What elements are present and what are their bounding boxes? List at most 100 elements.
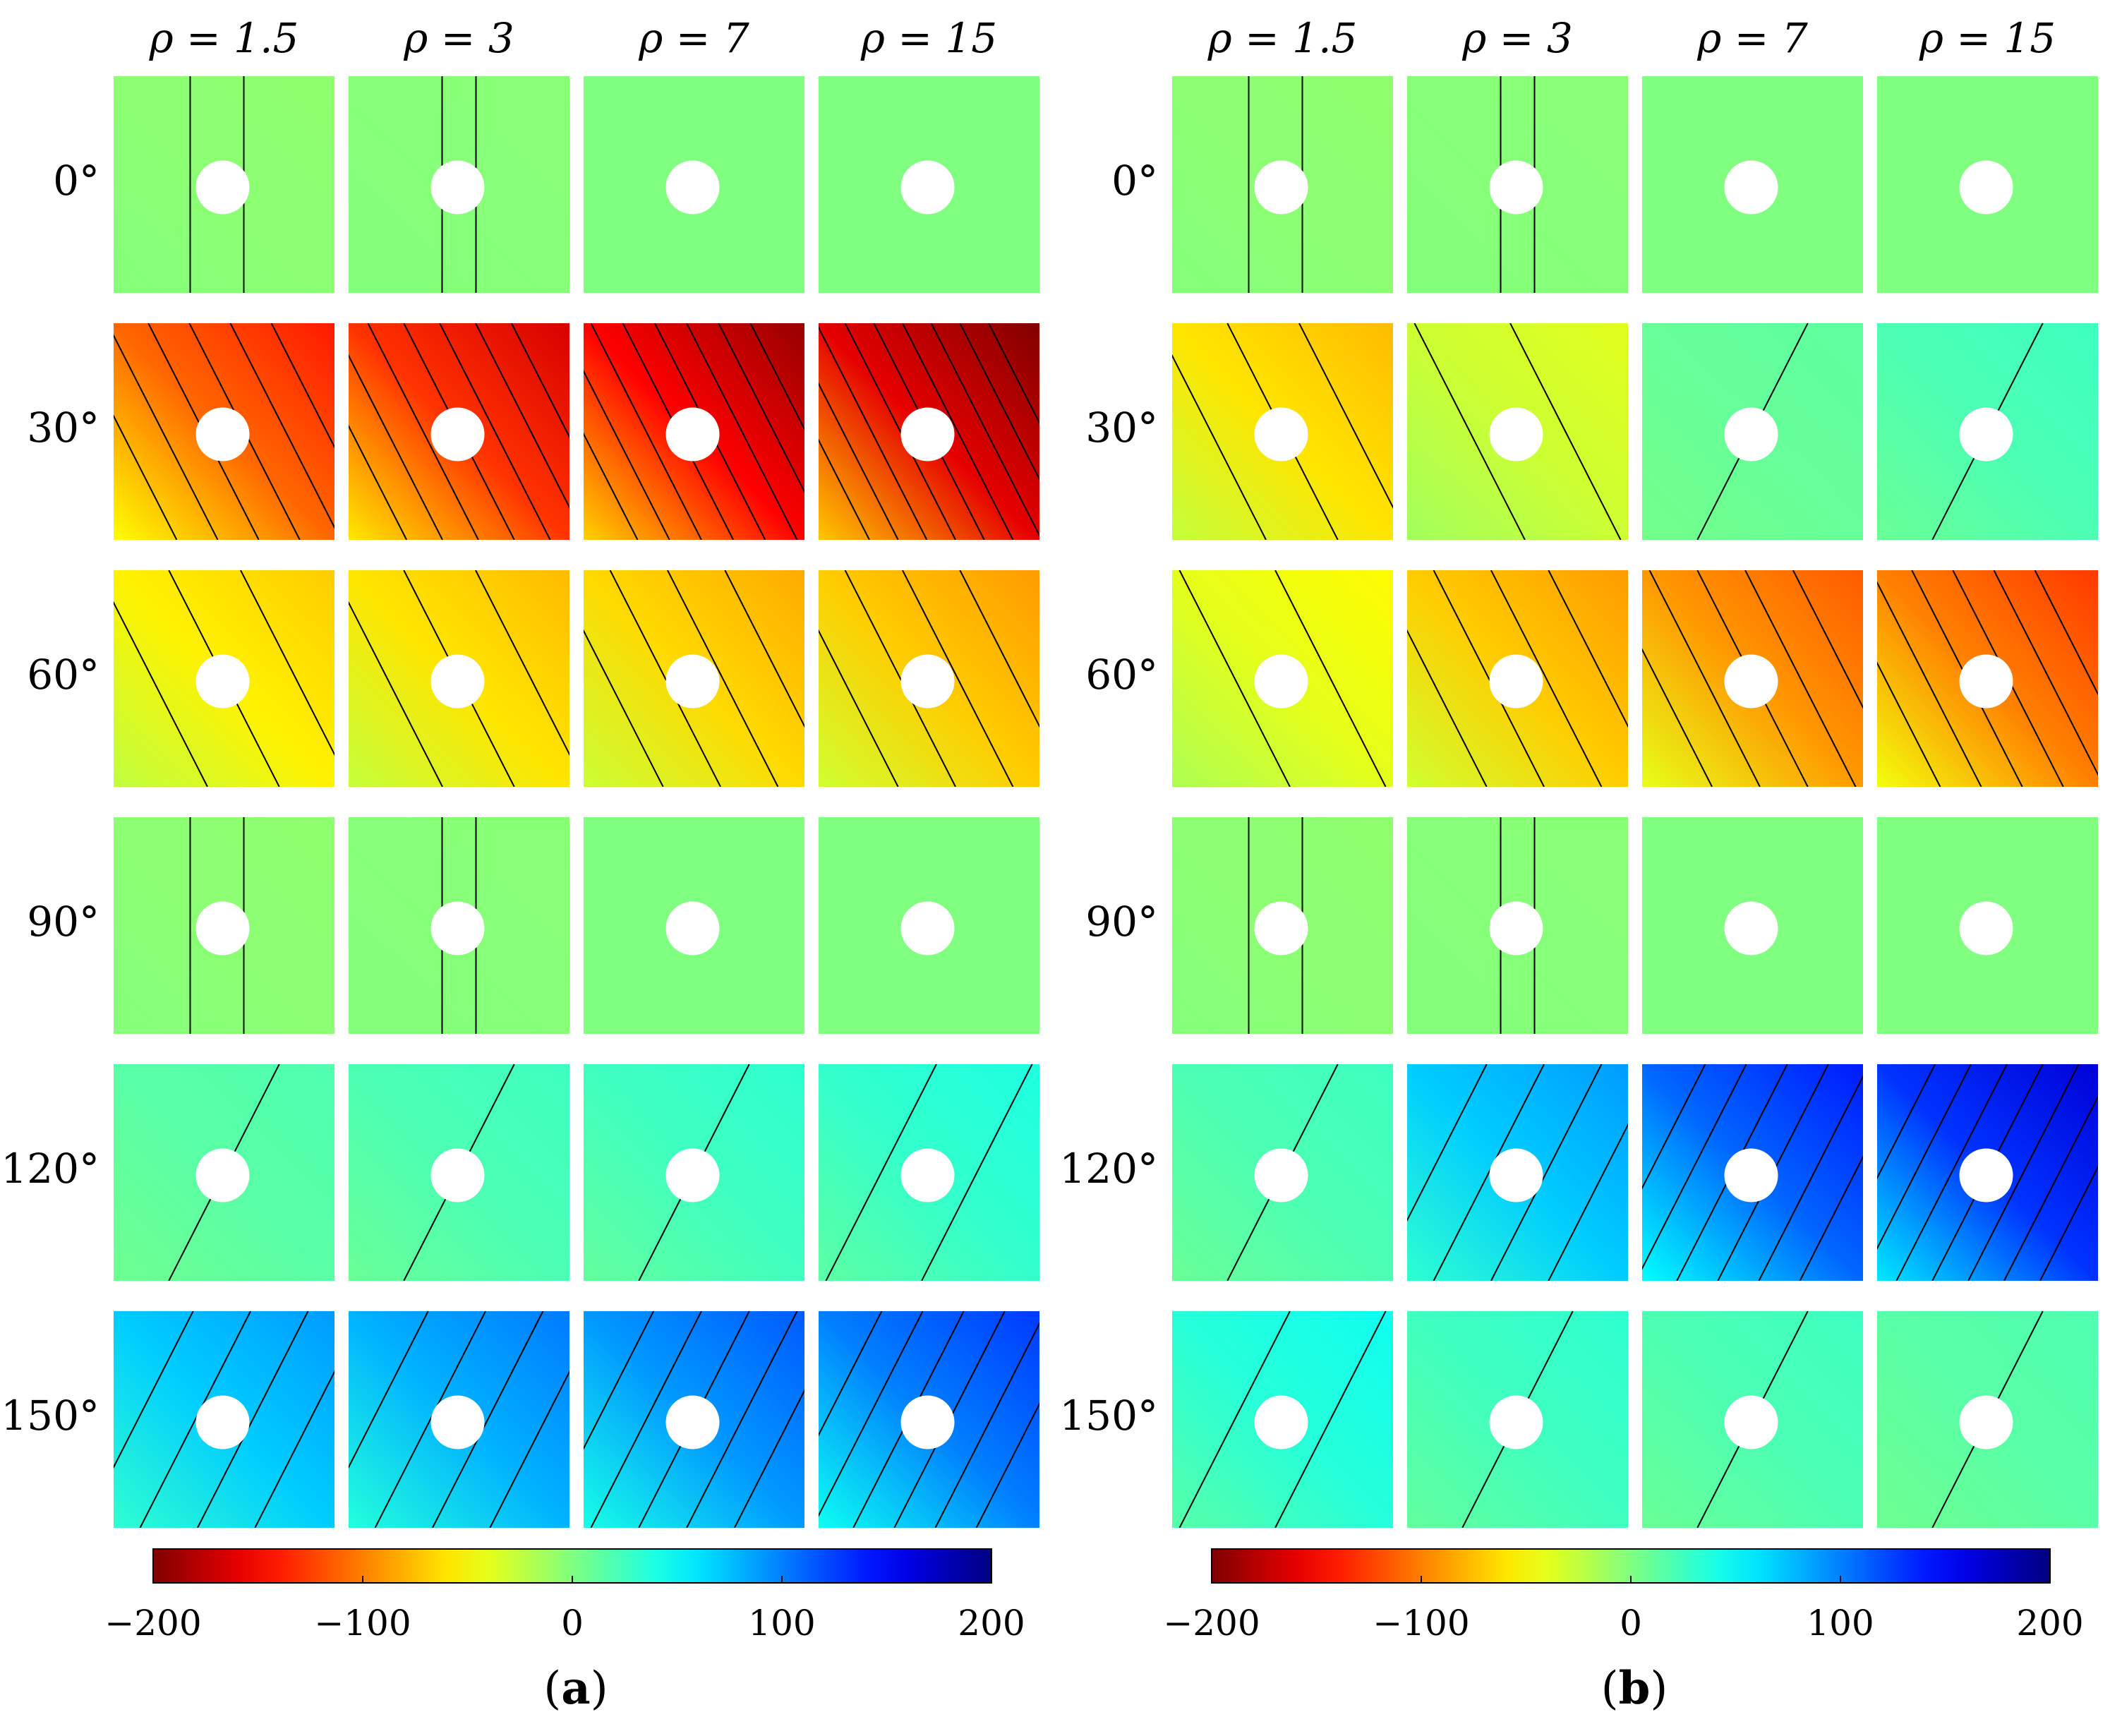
column-header-0-0: ρ = 1.5 [149,14,299,62]
contour-cell-1-3-3 [1877,817,2098,1034]
hole-1-4-3 [1959,1148,2013,1202]
contour-line-1-4-1-0 [1407,1064,1488,1222]
contour-line-0-5-1-1 [374,1311,486,1528]
contour-line-0-1-2-5 [686,323,798,540]
contour-line-0-5-1-2 [432,1311,544,1528]
contour-line-0-5-3-4 [934,1322,1039,1528]
contour-line-1-2-1-2 [1490,570,1603,787]
contour-line-0-1-1-6 [510,323,569,439]
contour-line-1-4-3-1 [1877,1064,1972,1250]
hole-1-5-0 [1254,1395,1308,1449]
contour-line-0-5-3-1 [819,1311,924,1517]
contour-cell-0-2-3 [819,570,1039,787]
column-header-1-2: ρ = 7 [1697,14,1808,62]
contour-line-1-4-3-5 [2003,1095,2098,1281]
contour-cell-1-1-1 [1407,323,1628,540]
contour-cell-1-0-3 [1877,76,2098,293]
contour-cell-1-4-3 [1877,1064,2098,1281]
contour-line-0-5-2-3 [686,1311,798,1528]
contour-line-1-2-0-0 [1178,570,1291,787]
contour-line-0-1-2-1 [584,370,670,540]
contour-line-1-4-2-0 [1642,1064,1706,1190]
contour-line-0-2-3-2 [902,570,1014,787]
contour-cell-0-1-1 [349,323,569,540]
contour-cell-0-1-2 [584,323,804,540]
contour-cell-1-4-0 [1172,1064,1393,1281]
contour-line-0-2-0-0 [114,601,208,787]
contour-line-0-2-1-2 [475,570,569,757]
hole-1-2-3 [1959,654,2013,709]
panel-label-letter-1: b [1618,1662,1651,1715]
contour-line-0-1-1-5 [475,323,569,510]
contour-line-0-2-3-1 [844,570,956,787]
row-label-1-5: 150° [1059,1391,1158,1440]
contour-cell-0-2-0 [114,570,334,787]
contour-line-0-5-0-3 [254,1370,334,1528]
colorbar-tick-label-0-0: −200 [104,1603,202,1644]
column-header-0-3: ρ = 15 [860,14,998,62]
contour-line-0-2-2-1 [609,570,721,787]
contour-cell-0-0-1 [349,76,569,293]
contour-cell-1-2-1 [1407,570,1628,787]
row-label-0-3: 90° [27,897,100,946]
contour-line-1-4-3-2 [1895,1064,2008,1281]
contour-line-0-1-3-1 [819,382,899,540]
contour-line-0-1-3-7 [959,323,1039,481]
row-label-0-0: 0° [53,156,100,205]
contour-line-0-1-0-0 [114,414,178,540]
hole-1-2-1 [1489,654,1543,709]
contour-cell-1-4-2 [1642,1064,1863,1281]
hole-1-0-0 [1254,160,1308,215]
column-header-1-0: ρ = 1.5 [1207,14,1358,62]
row-label-0-2: 60° [27,650,100,699]
hole-1-3-0 [1254,901,1308,956]
contour-line-0-1-1-0 [349,424,408,540]
contour-cell-1-2-3 [1877,570,2098,787]
column-header-0-2: ρ = 7 [639,14,749,62]
contour-line-0-5-0-0 [114,1311,194,1469]
contour-cell-0-4-1 [349,1064,569,1281]
hole-0-2-1 [430,654,485,709]
contour-cell-0-5-2 [584,1311,804,1528]
contour-cell-1-1-0 [1172,323,1393,540]
row-label-1-3: 90° [1085,897,1158,946]
contour-line-1-2-0-1 [1274,570,1387,787]
panel-label-close-0: ) [590,1663,608,1715]
contour-line-0-5-3-5 [975,1402,1039,1528]
hole-0-5-2 [665,1395,720,1449]
contour-line-1-4-3-0 [1877,1064,1936,1180]
colorbar-tick-label-1-4: 200 [2016,1603,2084,1644]
contour-line-0-5-0-1 [139,1311,251,1528]
contour-cell-0-2-1 [349,570,569,787]
contour-line-0-2-0-2 [240,570,334,757]
contour-line-1-1-1-0 [1413,323,1526,540]
contour-line-1-4-3-6 [2039,1165,2098,1281]
contour-cell-0-2-2 [584,570,804,787]
contour-cell-1-2-2 [1642,570,1863,787]
contour-cell-1-1-2 [1642,323,1863,540]
contour-line-1-5-0-0 [1178,1311,1291,1528]
contour-cell-1-1-3 [1877,323,2098,540]
contour-line-0-2-2-0 [584,629,664,787]
colorbar-tick-label-0-1: −100 [314,1603,411,1644]
hole-0-3-3 [900,901,955,956]
contour-line-0-1-1-4 [439,323,551,540]
contour-line-0-1-3-5 [902,323,1014,540]
contour-line-0-1-2-6 [718,323,804,493]
contour-line-0-2-1-0 [349,601,443,787]
contour-line-1-2-2-0 [1642,648,1713,787]
hole-1-5-1 [1489,1395,1543,1449]
hole-0-1-1 [430,407,485,462]
hole-0-5-1 [430,1395,485,1449]
hole-0-3-2 [665,901,720,956]
contour-line-0-1-3-6 [930,323,1039,538]
colorbar-tick-label-0-4: 200 [958,1603,1025,1644]
column-header-1-1: ρ = 3 [1462,14,1573,62]
row-label-0-4: 120° [1,1144,100,1193]
contour-line-1-4-1-3 [1548,1123,1628,1281]
column-header-0-1: ρ = 3 [404,14,514,62]
contour-line-1-2-3-5 [2034,570,2098,696]
contour-line-1-1-0-0 [1172,354,1267,540]
panel-label-close-1: ) [1650,1663,1668,1715]
